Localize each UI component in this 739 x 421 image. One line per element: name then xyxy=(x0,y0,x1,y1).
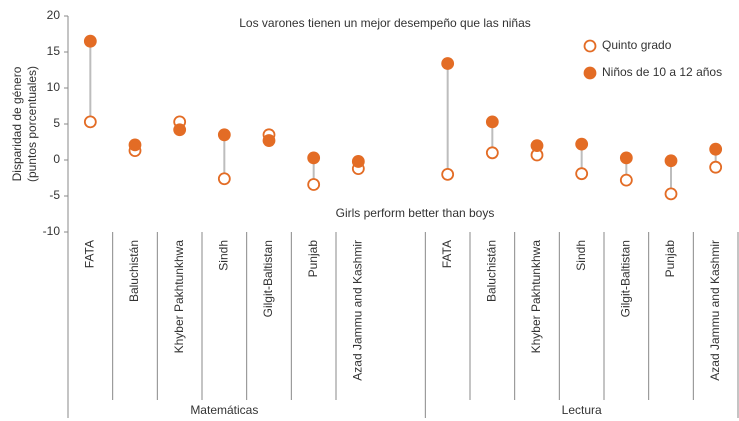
y-tick-label: -10 xyxy=(43,224,61,238)
x-tick-label: Khyber Pakhtunkhwa xyxy=(172,240,186,354)
x-tick-label: Baluchistán xyxy=(127,240,141,302)
dot xyxy=(217,172,231,186)
dot xyxy=(83,34,97,48)
dot xyxy=(575,167,589,181)
y-tick-label: 5 xyxy=(53,116,60,130)
x-tick-label: Punjab xyxy=(306,240,320,278)
x-tick-label: Sindh xyxy=(217,240,231,271)
x-tick-label: Sindh xyxy=(574,240,588,271)
dot xyxy=(664,154,678,168)
legend-marker xyxy=(583,39,597,53)
dot xyxy=(619,151,633,165)
y-axis-label: (puntos porcentuales) xyxy=(25,66,39,182)
dot xyxy=(441,167,455,181)
dot xyxy=(575,137,589,151)
dot xyxy=(128,138,142,152)
y-tick-label: 0 xyxy=(53,152,60,166)
dot xyxy=(485,115,499,129)
dot xyxy=(441,57,455,70)
dot xyxy=(173,123,187,137)
x-tick-label: Khyber Pakhtunkhwa xyxy=(529,240,543,354)
dot xyxy=(351,155,365,168)
y-tick-label: 20 xyxy=(47,8,61,22)
dot xyxy=(709,142,723,156)
dot xyxy=(307,178,321,191)
x-tick-label: FATA xyxy=(440,240,454,268)
y-tick-label: -5 xyxy=(49,188,60,202)
legend-marker xyxy=(583,66,597,80)
x-tick-label: Gilgit-Baltistan xyxy=(261,240,275,317)
dot xyxy=(530,139,544,153)
y-axis-label: Disparidad de género xyxy=(10,66,24,181)
y-tick-label: 10 xyxy=(47,80,61,94)
x-tick-label: Baluchistán xyxy=(485,240,499,302)
legend-label: Quinto grado xyxy=(602,38,672,52)
x-tick-label: Punjab xyxy=(663,240,677,278)
dot xyxy=(262,134,276,147)
dot xyxy=(217,128,231,142)
x-tick-label: Gilgit-Baltistan xyxy=(619,240,633,317)
y-tick-label: 15 xyxy=(47,44,61,58)
annotation: Los varones tienen un mejor desempeño qu… xyxy=(239,16,531,30)
x-tick-label: Azad Jammu and Kashmir xyxy=(708,240,722,381)
dot xyxy=(664,187,678,201)
dot xyxy=(619,173,633,187)
dot xyxy=(307,151,321,165)
x-tick-label: Azad Jammu and Kashmir xyxy=(351,240,365,381)
group-label: Lectura xyxy=(562,403,602,417)
annotation: Girls perform better than boys xyxy=(336,206,495,220)
group-label: Matemáticas xyxy=(190,403,258,417)
dot xyxy=(709,160,723,174)
legend-label: Niños de 10 a 12 años xyxy=(602,65,722,79)
x-tick-label: FATA xyxy=(83,240,97,268)
dot xyxy=(83,115,97,129)
dot xyxy=(485,146,499,160)
